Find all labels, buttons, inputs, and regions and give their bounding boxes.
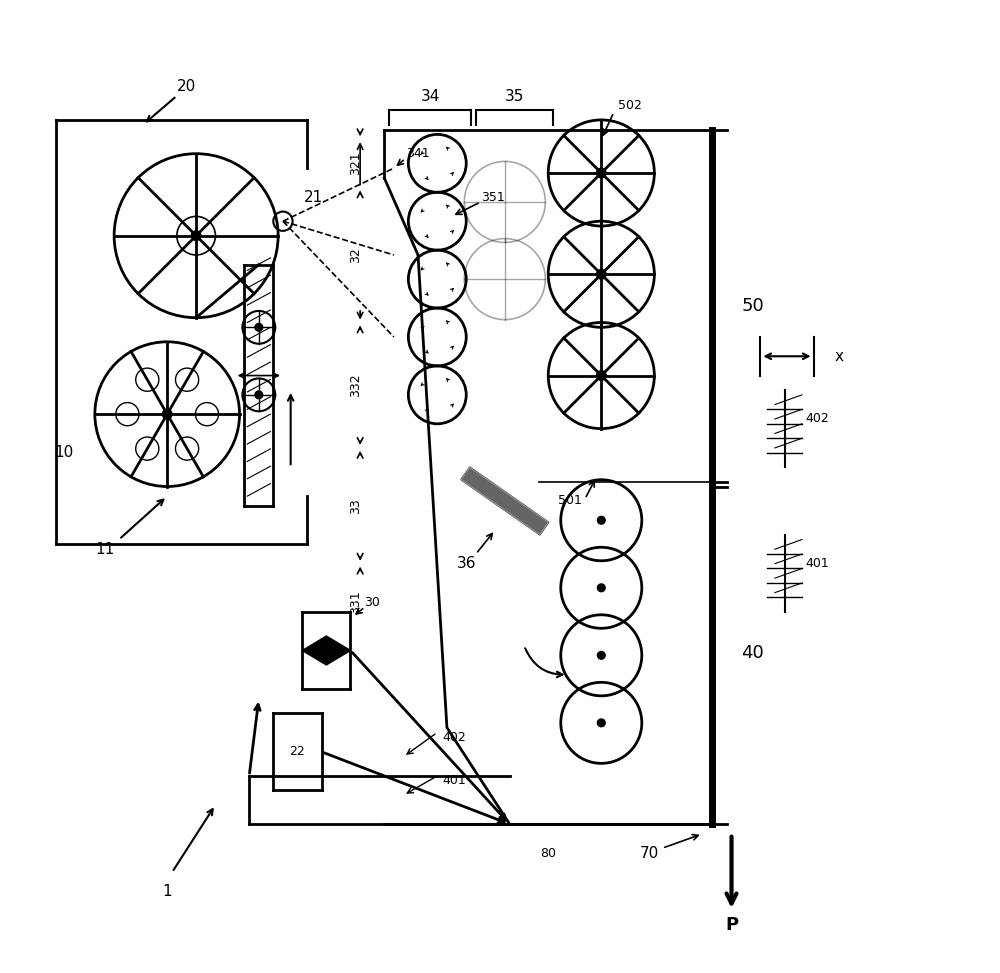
Text: 34: 34 [421,90,440,104]
Text: 402: 402 [442,731,466,743]
Text: 332: 332 [349,374,362,397]
Circle shape [162,410,172,419]
Circle shape [596,270,606,279]
Text: 21: 21 [304,190,323,204]
Polygon shape [302,636,350,665]
Text: 351: 351 [481,191,504,203]
Circle shape [596,371,606,380]
Text: 70: 70 [640,846,659,860]
Text: 1: 1 [162,884,172,899]
Circle shape [597,719,605,727]
Circle shape [255,323,263,331]
Text: 50: 50 [741,297,764,314]
Text: 401: 401 [806,558,830,570]
Text: P: P [725,917,738,934]
Text: 80: 80 [540,847,556,859]
Text: 32: 32 [349,247,362,263]
Text: 36: 36 [456,557,476,571]
Circle shape [597,517,605,524]
Circle shape [597,584,605,592]
Text: 501: 501 [558,494,581,508]
Text: 22: 22 [290,745,305,758]
Text: 35: 35 [505,90,524,104]
Text: 20: 20 [177,79,196,93]
Polygon shape [461,467,549,535]
Text: 341: 341 [406,147,430,161]
Circle shape [597,652,605,659]
Text: 402: 402 [806,413,830,425]
Text: 10: 10 [54,446,74,460]
Text: x: x [835,348,844,364]
Text: 11: 11 [95,542,114,557]
Circle shape [596,168,606,178]
Circle shape [255,391,263,399]
Text: 331: 331 [349,591,362,614]
Text: 40: 40 [741,644,764,662]
Text: 30: 30 [364,595,380,609]
Text: 401: 401 [442,775,466,787]
Text: 321: 321 [349,152,362,175]
Polygon shape [461,467,549,535]
Circle shape [191,231,201,240]
Text: 33: 33 [349,498,362,514]
Text: 502: 502 [618,99,642,112]
